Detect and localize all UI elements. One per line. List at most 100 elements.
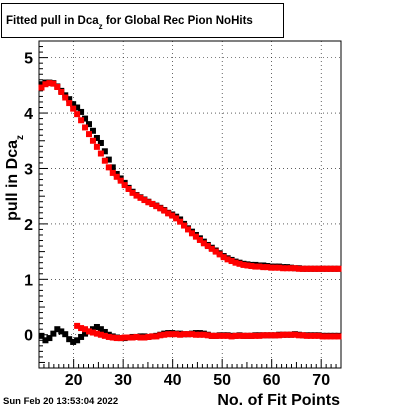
data-point	[311, 265, 318, 272]
data-point	[74, 104, 81, 111]
data-point	[268, 264, 275, 271]
data-point	[70, 105, 77, 112]
data-point	[50, 330, 57, 337]
data-point	[331, 265, 338, 272]
data-point	[161, 207, 168, 214]
series-red_upper	[38, 80, 342, 272]
data-point	[208, 245, 215, 252]
data-point	[105, 156, 112, 163]
y-tick-labels: 0 1 2 3 4 5	[24, 51, 33, 345]
data-point	[232, 259, 239, 266]
data-point	[54, 326, 61, 333]
data-point	[105, 333, 112, 340]
data-point	[200, 331, 207, 338]
data-point	[232, 332, 239, 339]
data-point	[192, 331, 199, 338]
data-point	[66, 100, 73, 107]
data-point	[121, 182, 128, 189]
data-point	[323, 333, 330, 340]
data-point	[216, 332, 223, 339]
data-point	[117, 177, 124, 184]
data-point	[62, 331, 69, 338]
data-point	[169, 212, 176, 219]
data-point	[244, 262, 251, 269]
data-point	[268, 332, 275, 339]
x-tick-label: 60	[263, 372, 281, 389]
data-point	[78, 117, 85, 124]
data-point	[89, 137, 96, 144]
data-point	[38, 332, 45, 339]
series-red_lower	[74, 322, 342, 342]
data-point	[38, 81, 45, 88]
data-point	[133, 192, 140, 199]
data-point	[153, 203, 160, 210]
x-tick-label: 50	[213, 372, 231, 389]
data-point	[307, 265, 314, 272]
data-point	[224, 332, 231, 339]
data-point	[295, 265, 302, 272]
data-point	[42, 337, 49, 344]
data-point	[74, 337, 81, 344]
data-point	[185, 226, 192, 233]
data-point	[173, 215, 180, 222]
x-tick-labels: 20 30 40 50 60 70	[65, 372, 330, 389]
data-point	[212, 332, 219, 339]
data-point	[58, 328, 65, 335]
data-point	[244, 332, 251, 339]
data-point	[327, 265, 334, 272]
data-point	[93, 330, 100, 337]
data-point	[109, 164, 116, 171]
data-point	[169, 331, 176, 338]
data-point	[62, 94, 69, 101]
data-point	[66, 336, 73, 343]
data-point	[149, 200, 156, 207]
data-point	[89, 329, 96, 336]
data-point	[101, 332, 108, 339]
data-point	[109, 334, 116, 341]
data-point	[280, 331, 287, 338]
data-point	[145, 333, 152, 340]
data-point	[97, 331, 104, 338]
data-point	[82, 115, 89, 122]
data-point	[248, 332, 255, 339]
data-point	[153, 333, 160, 340]
x-tick-label: 40	[164, 372, 182, 389]
data-point	[295, 332, 302, 339]
data-point	[70, 338, 77, 345]
data-point	[288, 331, 294, 338]
x-tick-label: 70	[312, 372, 330, 389]
data-point	[208, 332, 215, 339]
data-point	[236, 260, 243, 267]
data-point	[93, 323, 100, 330]
data-point	[165, 331, 172, 338]
data-point	[82, 124, 89, 131]
grid-lines	[39, 41, 341, 368]
data-point	[260, 264, 267, 271]
data-point	[82, 330, 89, 337]
data-point	[86, 328, 92, 335]
data-point	[78, 333, 85, 340]
data-point	[129, 334, 136, 341]
y-tick-label: 0	[24, 328, 33, 345]
plot-area	[38, 40, 342, 369]
y-tick-label: 5	[24, 51, 33, 68]
data-point	[291, 265, 298, 272]
data-point	[256, 263, 263, 270]
x-tick-label: 20	[65, 372, 83, 389]
data-point	[181, 222, 188, 229]
data-point	[264, 264, 271, 271]
data-point	[89, 127, 96, 134]
data-point	[113, 335, 120, 342]
data-point	[105, 164, 112, 171]
data-point	[216, 251, 223, 258]
data-point	[70, 101, 77, 108]
data-point	[74, 111, 81, 118]
data-point	[280, 265, 287, 272]
data-point	[58, 88, 65, 95]
data-point	[256, 332, 263, 339]
data-point	[236, 332, 243, 339]
data-point	[188, 230, 195, 237]
data-point	[177, 218, 184, 225]
data-point	[307, 332, 314, 339]
data-point	[46, 335, 53, 342]
